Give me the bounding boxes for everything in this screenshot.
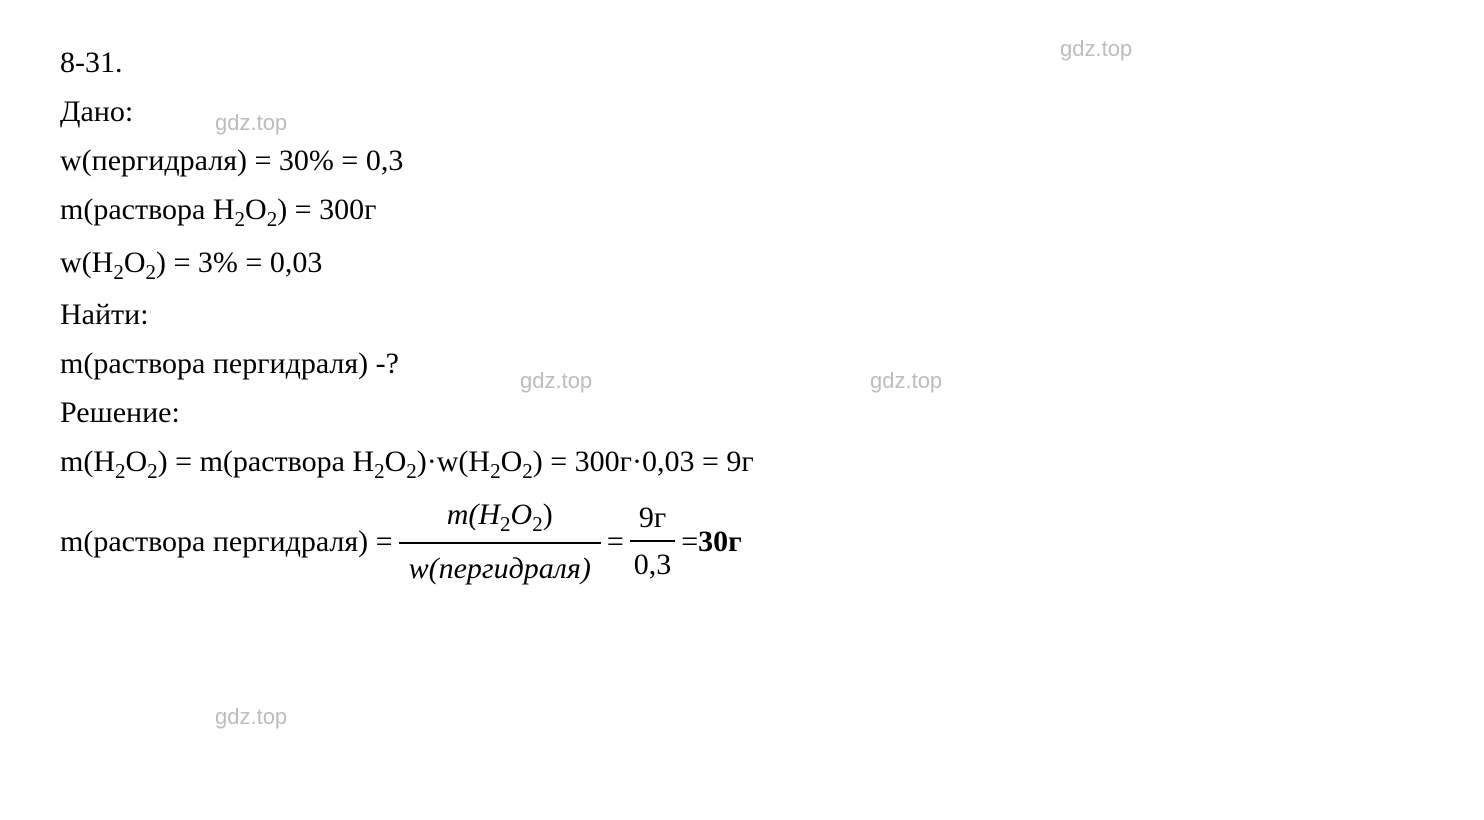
text-fragment: ) = 3% = 0,03 (156, 246, 322, 279)
subscript: 2 (147, 459, 158, 483)
subscript: 2 (406, 459, 417, 483)
text-fragment: w(H (60, 246, 113, 279)
subscript: 2 (113, 260, 124, 284)
subscript: 2 (500, 512, 511, 536)
fraction-numerator: m(H2O2) (399, 492, 601, 545)
text-fragment: ) = m(раствора H (158, 445, 374, 478)
given-line-2: m(раствора H2O2) = 300г (60, 187, 1424, 236)
text-fragment: O (385, 445, 407, 478)
solution-label: Решение: (60, 390, 1424, 435)
find-label: Найти: (60, 292, 1424, 337)
fraction-numerator: 9г (630, 495, 676, 542)
fraction-denominator: w(пергидраля) (399, 544, 601, 591)
subscript: 2 (267, 207, 278, 231)
given-line-1: w(пергидраля) = 30% = 0,3 (60, 138, 1424, 183)
text-fragment: O (245, 193, 267, 226)
text-fragment: m(H (60, 445, 115, 478)
result-value: 30г (698, 519, 742, 564)
solution-line-2: m(раствора пергидраля) = m(H2O2) w(перги… (60, 492, 1424, 592)
problem-number: 8-31. (60, 40, 1424, 85)
find-line: m(раствора пергидраля) -? (60, 341, 1424, 386)
subscript: 2 (490, 459, 501, 483)
watermark-text: gdz.top (215, 700, 287, 733)
text-fragment: ) = 300г (277, 193, 376, 226)
text-fragment: O (126, 445, 148, 478)
given-label: Дано: (60, 89, 1424, 134)
text-fragment: ) = 300г·0,03 = 9г (533, 445, 754, 478)
text-fragment: m(H (447, 498, 500, 531)
text-fragment: O (501, 445, 523, 478)
text-fragment: O (511, 498, 533, 531)
fraction-denominator: 0,3 (630, 542, 676, 587)
subscript: 2 (115, 459, 126, 483)
fraction: m(H2O2) w(пергидраля) (399, 492, 601, 592)
text-fragment: m(раствора пергидраля) = (60, 519, 393, 564)
text-fragment: = (607, 519, 624, 564)
text-fragment: = (681, 519, 698, 564)
given-line-3: w(H2O2) = 3% = 0,03 (60, 240, 1424, 289)
subscript: 2 (532, 512, 543, 536)
text-fragment: ) (543, 498, 553, 531)
subscript: 2 (235, 207, 246, 231)
solution-line-1: m(H2O2) = m(раствора H2O2)·w(H2O2) = 300… (60, 439, 1424, 488)
subscript: 2 (146, 260, 157, 284)
text-fragment: )·w(H (417, 445, 490, 478)
subscript: 2 (374, 459, 385, 483)
text-fragment: O (124, 246, 146, 279)
text-fragment: m(раствора H (60, 193, 235, 226)
subscript: 2 (522, 459, 533, 483)
fraction: 9г 0,3 (630, 495, 676, 587)
